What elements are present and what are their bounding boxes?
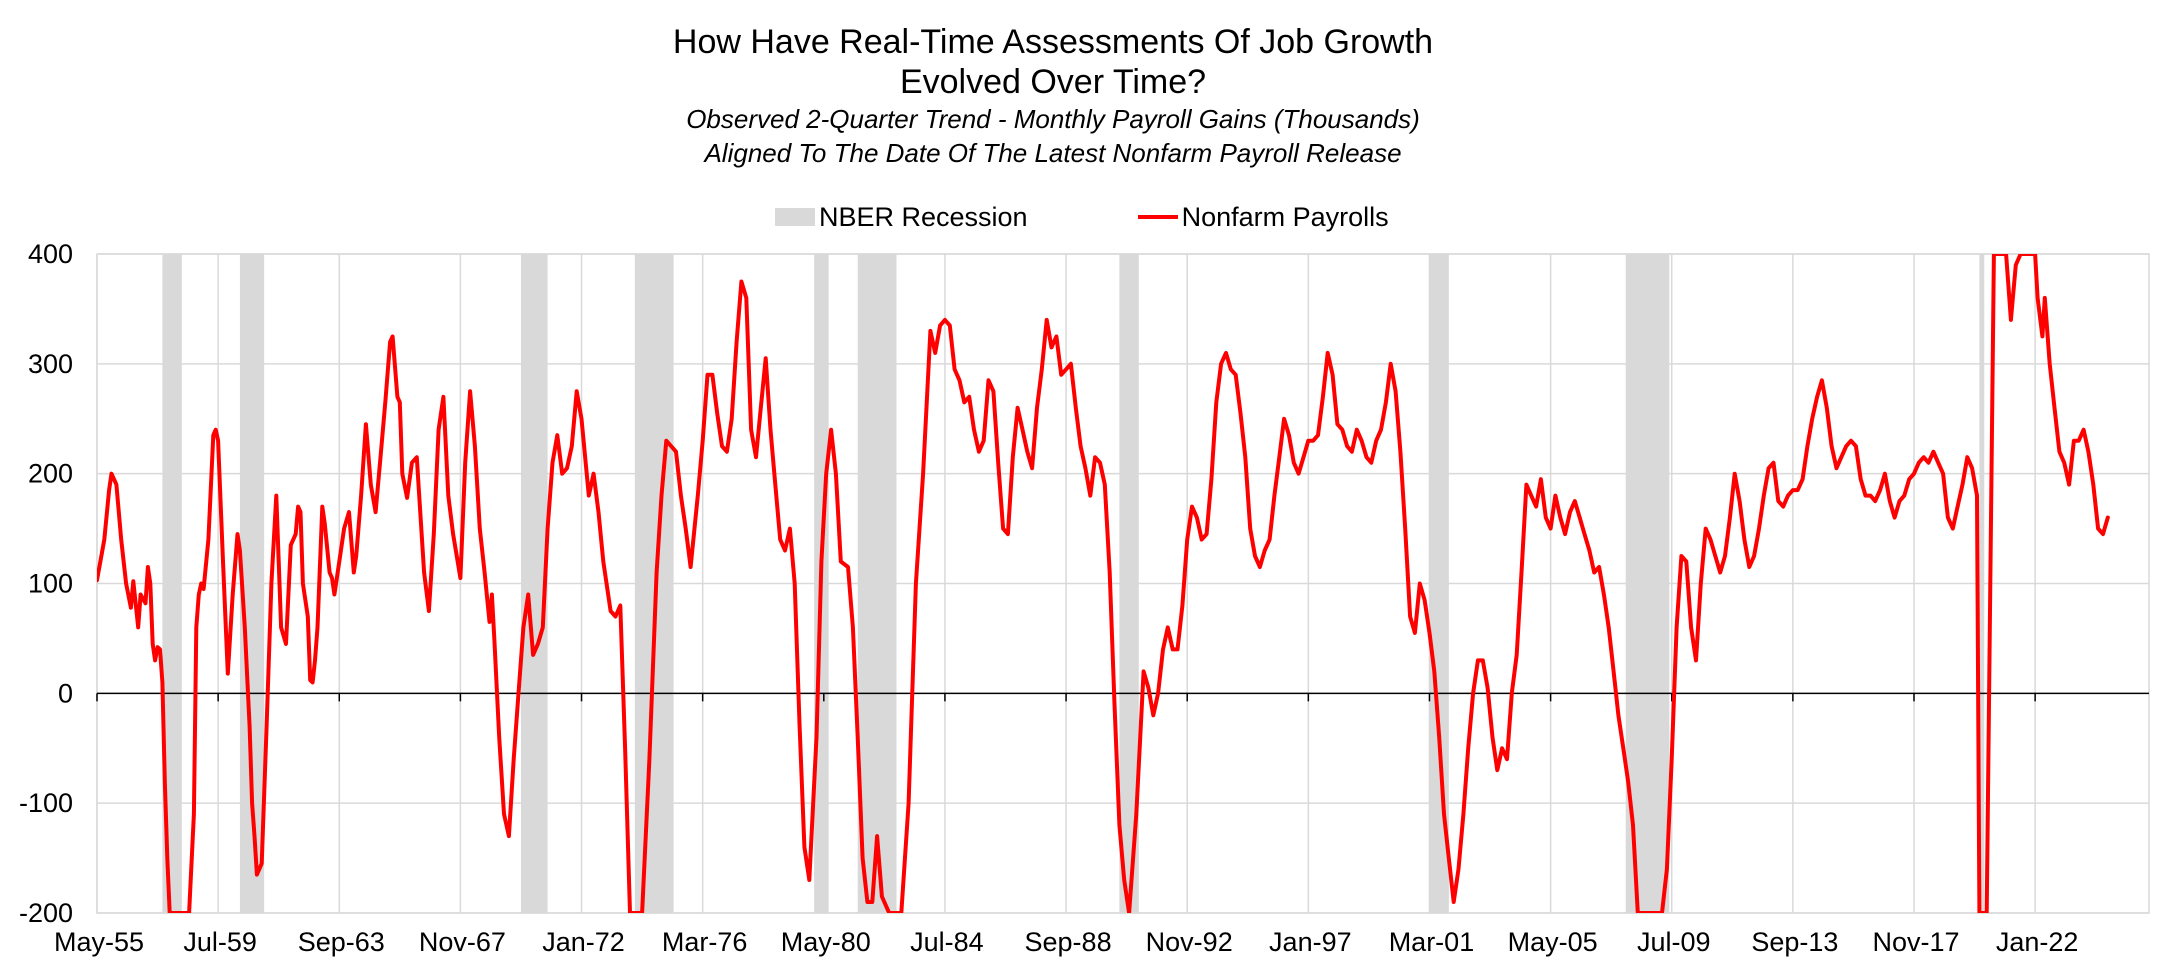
- x-tick-label: Nov-17: [1872, 927, 1959, 957]
- x-tick-label: Jul-59: [183, 927, 257, 957]
- y-tick-label: -200: [19, 898, 73, 928]
- y-tick-label: 200: [28, 459, 73, 489]
- axes: [96, 692, 2149, 702]
- chart-title-line-2: Evolved Over Time?: [899, 63, 1207, 101]
- x-tick-label: May-80: [781, 927, 871, 957]
- x-tick-label: Jul-09: [1637, 927, 1711, 957]
- y-tick-label: 400: [28, 239, 73, 269]
- gridlines: [96, 253, 2150, 914]
- y-tick-label: 0: [58, 678, 73, 708]
- legend-label-recession: NBER Recession: [819, 201, 1028, 232]
- x-tick-label: Sep-13: [1751, 927, 1838, 957]
- x-tick-label: Jan-22: [1996, 927, 2079, 957]
- chart-title-line-1: How Have Real-Time Assessments Of Job Gr…: [672, 23, 1434, 61]
- chart-subtitle-line-1: Observed 2-Quarter Trend - Monthly Payro…: [686, 104, 1420, 134]
- legend-label-payrolls: Nonfarm Payrolls: [1181, 201, 1389, 232]
- y-tick-label: 300: [28, 349, 73, 379]
- x-tick-label: Mar-76: [662, 927, 748, 957]
- series-lines: [97, 254, 2110, 913]
- x-tick-label: Mar-01: [1389, 927, 1475, 957]
- x-tick-label: Jan-97: [1269, 927, 1352, 957]
- chart-legend: NBER Recession Nonfarm Payrolls: [775, 200, 1499, 234]
- x-tick-label: Jan-72: [542, 927, 625, 957]
- x-tick-label: Jul-84: [910, 927, 984, 957]
- legend-swatch-recession: [775, 208, 815, 226]
- legend-swatch-payrolls: [1137, 215, 1178, 219]
- plot-frame: [96, 253, 2150, 914]
- series-line-nonfarm-payrolls: [97, 254, 2110, 913]
- chart-subtitle-line-2: Aligned To The Date Of The Latest Nonfar…: [704, 138, 1402, 168]
- chart-titles: How Have Real-Time Assessments Of Job Gr…: [0, 22, 2106, 170]
- legend-item-recession: NBER Recession: [775, 202, 1028, 233]
- y-tick-label: -100: [19, 788, 73, 818]
- x-tick-label: May-55: [54, 927, 144, 957]
- y-tick-label: 100: [28, 569, 73, 599]
- x-tick-label: May-05: [1508, 927, 1598, 957]
- x-tick-label: Nov-92: [1146, 927, 1233, 957]
- x-tick-label: Nov-67: [419, 927, 506, 957]
- x-tick-label: Sep-88: [1025, 927, 1112, 957]
- x-tick-label: Sep-63: [298, 927, 385, 957]
- legend-item-payrolls: Nonfarm Payrolls: [1137, 201, 1389, 233]
